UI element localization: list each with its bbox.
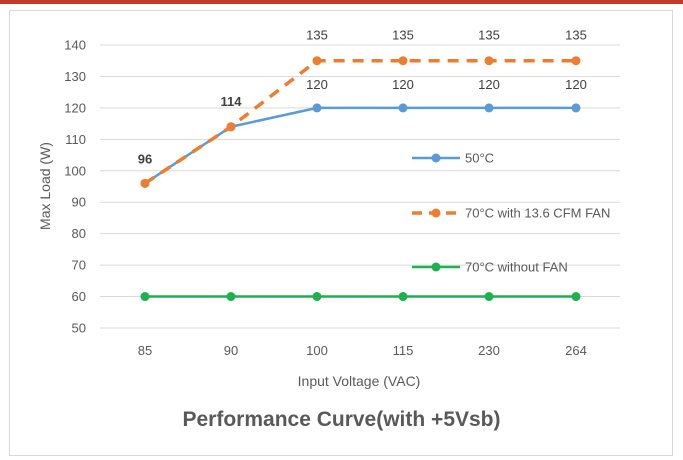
x-tick-label: 100 <box>306 343 328 358</box>
data-label: 114 <box>221 94 243 109</box>
data-point <box>571 292 581 302</box>
x-tick-label: 115 <box>393 343 414 358</box>
data-labels: 120 120 120 120 96 114 135 135 135 135 <box>138 28 587 167</box>
data-point <box>226 292 236 302</box>
series-group <box>140 56 581 302</box>
data-label: 135 <box>478 28 500 43</box>
data-point <box>571 103 581 113</box>
data-label: 120 <box>478 77 500 92</box>
legend-swatch-marker <box>431 208 441 218</box>
series-line <box>144 58 576 185</box>
data-point <box>312 103 322 113</box>
y-tick-label: 130 <box>64 69 86 84</box>
data-label: 120 <box>565 77 587 92</box>
x-axis-title: Input Voltage (VAC) <box>298 373 421 389</box>
gridlines <box>100 44 620 329</box>
y-axis-title: Max Load (W) <box>37 142 53 230</box>
data-point <box>484 103 494 113</box>
series-line <box>144 106 576 185</box>
legend-label: 70°C without FAN <box>465 260 568 275</box>
y-tick-label: 80 <box>72 226 86 241</box>
data-label: 96 <box>138 151 152 166</box>
x-tick-label: 85 <box>138 343 152 358</box>
data-point <box>140 292 150 302</box>
data-label: 135 <box>392 28 414 43</box>
data-label: 135 <box>306 28 328 43</box>
legend-swatch-marker <box>431 262 441 272</box>
y-tick-label: 70 <box>72 258 86 273</box>
data-point <box>571 56 581 66</box>
data-point <box>226 122 236 132</box>
data-label: 120 <box>392 77 414 92</box>
data-point <box>312 56 322 66</box>
legend-swatch-marker <box>431 153 441 163</box>
y-tick-label: 110 <box>65 132 86 147</box>
chart-title: Performance Curve(with +5Vsb) <box>182 408 501 431</box>
data-point <box>312 292 322 302</box>
legend: 50°C 70°C with 13.6 CFM FAN 70°C without F… <box>412 151 610 275</box>
y-tick-label: 90 <box>72 195 86 210</box>
data-point <box>398 103 408 113</box>
data-point <box>484 56 494 66</box>
x-tick-label: 230 <box>478 343 500 358</box>
legend-label: 70°C with 13.6 CFM FAN <box>465 206 610 221</box>
y-tick-label: 140 <box>64 38 86 53</box>
chart-frame <box>9 10 673 456</box>
data-label: 120 <box>306 77 328 92</box>
y-axis-ticks: 50 60 70 80 90 100 110 120 130 140 <box>64 38 86 336</box>
y-tick-label: 120 <box>64 100 86 115</box>
y-tick-label: 100 <box>64 163 86 178</box>
data-point <box>484 292 494 302</box>
x-axis-ticks: 85 90 100 115 230 264 <box>138 343 587 358</box>
data-label: 135 <box>565 28 587 43</box>
x-tick-label: 264 <box>565 343 587 358</box>
y-tick-label: 60 <box>72 289 86 304</box>
y-tick-label: 50 <box>72 321 86 336</box>
data-point <box>398 56 408 66</box>
top-accent-stripe <box>0 0 683 4</box>
data-point <box>140 178 150 188</box>
data-point <box>398 292 408 302</box>
legend-label: 50°C <box>465 151 494 166</box>
x-tick-label: 90 <box>224 343 238 358</box>
